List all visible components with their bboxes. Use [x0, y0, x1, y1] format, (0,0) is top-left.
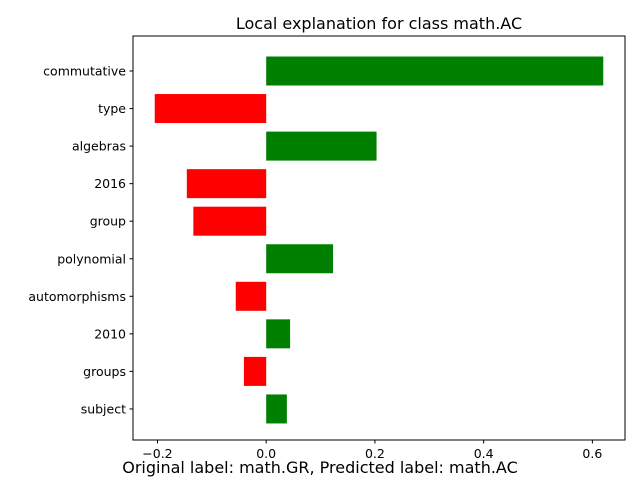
- bar-polynomial: [266, 244, 334, 274]
- y-tick-label: 2016: [94, 176, 126, 191]
- x-tick-label: 0.4: [474, 446, 494, 461]
- bar-groups: [243, 356, 267, 386]
- x-tick-label: −0.2: [142, 446, 172, 461]
- y-tick-label: 2010: [94, 326, 126, 341]
- y-tick-label: automorphisms: [28, 289, 126, 304]
- x-axis-ticks: −0.2 0.0 0.2 0.4 0.6: [142, 440, 602, 461]
- y-tick-label: subject: [81, 401, 126, 416]
- y-tick-label: groups: [83, 364, 126, 379]
- y-axis-ticks: commutative type algebras 2016 group polynomi…: [28, 64, 133, 416]
- y-tick-label: polynomial: [57, 251, 126, 266]
- bar-group: [193, 206, 267, 236]
- prediction-caption: Original label: math.GR, Predicted label…: [122, 458, 518, 477]
- bar-2010: [266, 319, 291, 349]
- x-tick-label: 0.2: [365, 446, 385, 461]
- bar-automorphisms: [235, 281, 267, 311]
- plot-area-frame: [132, 35, 626, 441]
- y-tick-label: type: [98, 101, 126, 116]
- bar-2016: [186, 169, 267, 199]
- bar-algebras: [266, 131, 377, 161]
- bars-group: [154, 56, 604, 424]
- y-tick-label: group: [90, 214, 126, 229]
- x-tick-label: 0.6: [582, 446, 602, 461]
- bar-type: [154, 94, 267, 124]
- chart-title: Local explanation for class math.AC: [236, 14, 522, 33]
- y-tick-label: commutative: [43, 64, 126, 79]
- y-tick-label: algebras: [72, 139, 126, 154]
- bar-commutative: [266, 56, 604, 86]
- x-tick-label: 0.0: [256, 446, 276, 461]
- bar-subject: [266, 394, 287, 424]
